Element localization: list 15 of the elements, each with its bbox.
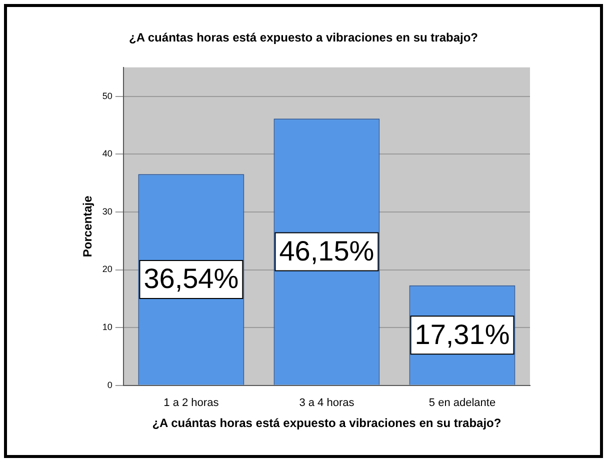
- x-tick-label: 1 a 2 horas: [164, 397, 220, 410]
- y-axis-title: Porcentaje: [80, 195, 95, 258]
- data-label: 17,31%: [414, 318, 510, 350]
- y-tick-label: 10: [102, 322, 112, 332]
- y-tick-label: 40: [102, 148, 112, 159]
- y-tick-label: 30: [102, 206, 112, 216]
- chart-title: ¿A cuántas horas está expuesto a vibraciones en su trabajo?: [128, 30, 478, 45]
- y-tick-label: 20: [102, 264, 112, 274]
- data-label: 36,54%: [144, 263, 239, 294]
- y-tick-label: 0: [107, 380, 112, 390]
- data-label: 46,15%: [279, 235, 374, 266]
- x-axis-title: ¿A cuántas horas está expuesto a vibraciones en su trabajo?: [152, 416, 502, 430]
- x-tick-label: 3 a 4 horas: [299, 397, 355, 410]
- x-tick-label: 5 en adelante: [428, 397, 496, 410]
- y-tick-label: 50: [102, 90, 112, 101]
